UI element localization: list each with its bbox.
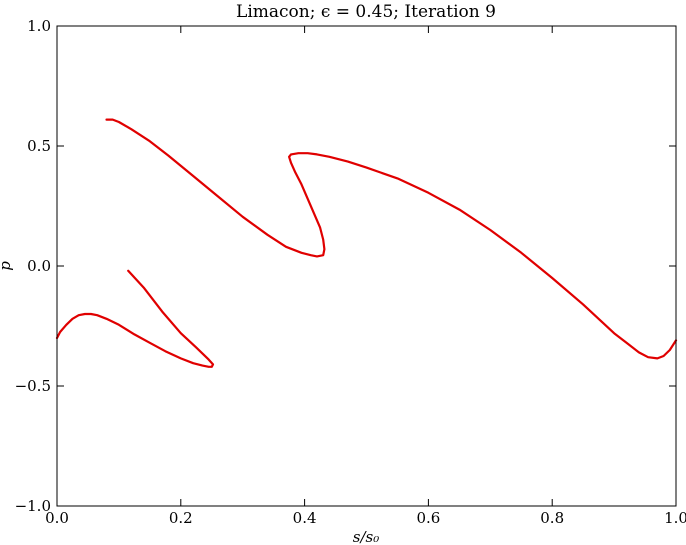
tick-layer: 0.0 0.2 0.4 0.6 0.8 1.0 −1.0 −0.5 0.0 0.5 1.0 (15, 17, 686, 527)
y-tick-label: −1.0 (15, 497, 51, 515)
series-line-1 (55, 269, 215, 368)
x-tick-label: 0.4 (293, 509, 317, 527)
series-layer (55, 118, 678, 368)
chart-title: Limacon; ϵ = 0.45; Iteration 9 (236, 2, 496, 22)
series-line-2 (105, 118, 678, 360)
y-tick-label: 0.0 (27, 257, 51, 275)
y-tick-label: 1.0 (27, 17, 51, 35)
y-tick-label: −0.5 (15, 377, 51, 395)
x-axis-label: s/s₀ (353, 528, 379, 545)
x-tick-label: 0.8 (540, 509, 564, 527)
x-tick-label: 0.0 (45, 509, 69, 527)
x-tick-label: 0.6 (416, 509, 440, 527)
x-tick-label: 1.0 (664, 509, 686, 527)
x-tick-label: 0.2 (169, 509, 193, 527)
y-axis-label: p (0, 261, 14, 271)
y-tick-label: 0.5 (27, 137, 51, 155)
